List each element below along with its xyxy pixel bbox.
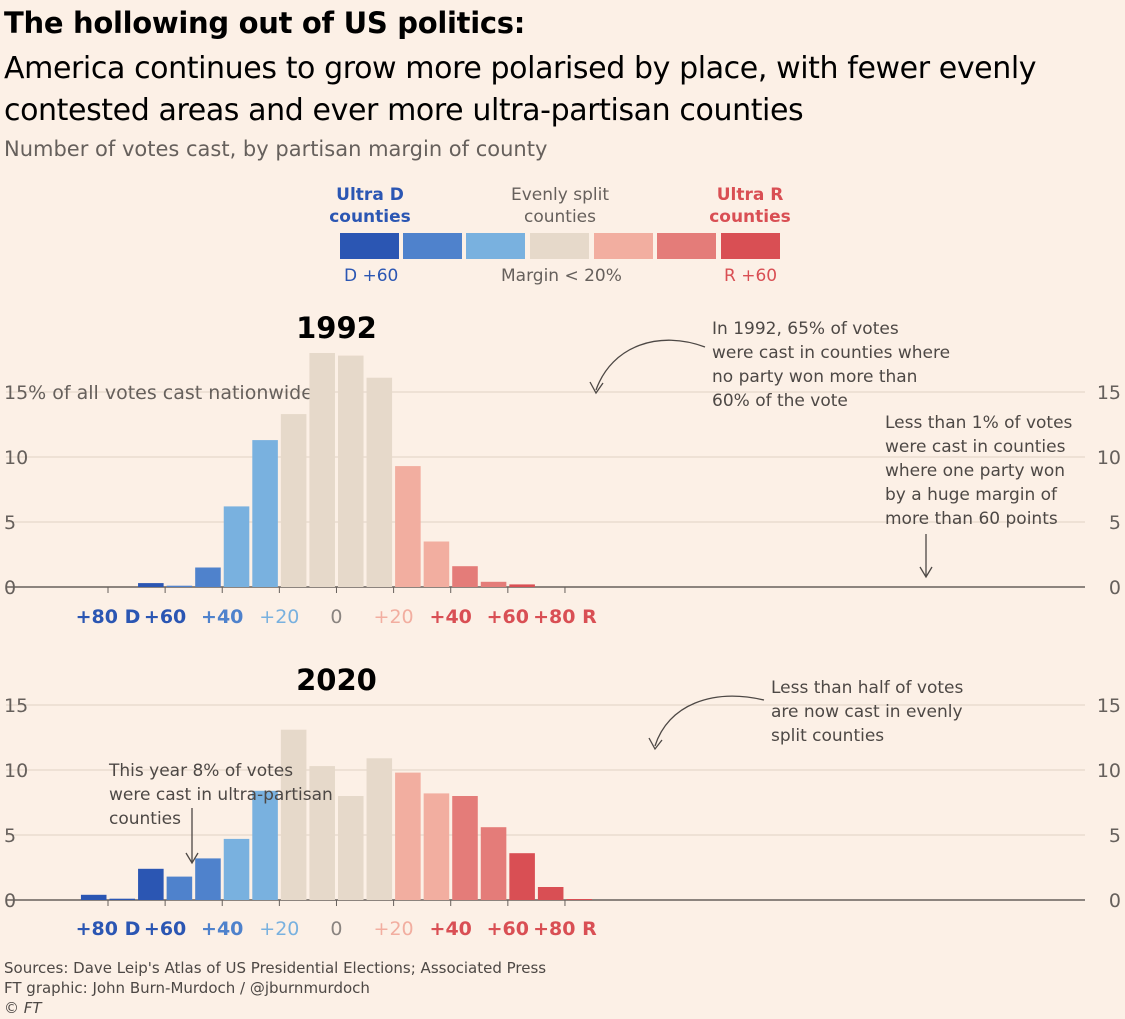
bar	[566, 899, 593, 900]
x-tick-label: +60	[487, 606, 529, 628]
legend-swatch-lean-d	[466, 233, 525, 259]
bar	[395, 772, 421, 900]
bar	[337, 355, 364, 587]
annotation-1992-even: In 1992, 65% of votes were cast in counti…	[712, 319, 950, 411]
y-tick-label-right: 5	[1109, 825, 1121, 847]
x-tick-label: +80 R	[533, 606, 597, 628]
y-tick-label-right: 10	[1097, 760, 1121, 782]
y-tick-label: 10	[4, 760, 28, 782]
x-tick-label: +20	[374, 918, 414, 940]
x-tick-label: +80 D	[76, 918, 141, 940]
y-tick-label-right: 0	[1109, 890, 1121, 912]
annotation-arrow	[654, 695, 765, 747]
panel-title: 1992	[296, 311, 377, 345]
copyright-note: © FT	[4, 999, 42, 1017]
legend-ultra-r-label: Ultra R counties	[709, 185, 791, 227]
chart-subtitle: America continues to grow more polarised…	[4, 51, 1037, 128]
y-tick-label: 15	[4, 695, 28, 717]
sources-note: Sources: Dave Leip's Atlas of US Preside…	[4, 959, 547, 977]
bar	[423, 541, 450, 587]
x-tick-label: +60	[487, 918, 529, 940]
bar	[223, 506, 250, 587]
legend-swatch-lean-r	[594, 233, 653, 259]
x-tick-label: +20	[259, 918, 299, 940]
x-tick-label: 0	[330, 606, 342, 628]
annotation-1992-ultra: Less than 1% of votes were cast in counti…	[885, 413, 1073, 529]
bar	[452, 796, 478, 900]
y-tick-label-right: 15	[1097, 695, 1121, 717]
bar	[509, 584, 535, 587]
annotation-2020-even: Less than half of votes are now cast in e…	[771, 678, 963, 746]
bar	[195, 567, 221, 587]
y-tick-label: 0	[4, 577, 16, 599]
x-tick-label: +40	[201, 606, 243, 628]
y-tick-label: 0	[4, 890, 16, 912]
footer: Sources: Dave Leip's Atlas of US Preside…	[4, 958, 546, 1018]
legend-ultra-d-label: Ultra D counties	[329, 185, 411, 227]
annotation-arrowhead	[919, 566, 933, 579]
y-tick-label: 5	[4, 825, 16, 847]
panel-title: 2020	[296, 663, 377, 697]
bar	[480, 581, 507, 587]
legend-even-label: Evenly split counties	[511, 185, 609, 227]
legend-swatch-even	[530, 233, 589, 259]
annotation-arrowhead	[185, 852, 199, 865]
bar	[337, 796, 364, 900]
x-tick-label: +40	[430, 606, 472, 628]
bar	[309, 766, 335, 900]
x-tick-label: +60	[144, 606, 186, 628]
bar	[366, 377, 393, 587]
x-tick-label: +40	[201, 918, 243, 940]
annotation-arrowhead	[589, 381, 604, 395]
legend-swatch-strong-d	[403, 233, 462, 259]
y-axis-label: 15% of all votes cast nationwide	[4, 382, 313, 404]
bar	[80, 894, 107, 900]
bar	[223, 838, 250, 900]
y-tick-label-right: 0	[1109, 577, 1121, 599]
bar	[252, 790, 278, 900]
x-tick-label: +80 R	[533, 918, 597, 940]
bar	[309, 353, 335, 587]
bar	[109, 898, 136, 900]
legend-margin-label: Margin < 20%	[501, 266, 622, 286]
x-tick-label: +20	[374, 606, 414, 628]
chart-caption: Number of votes cast, by partisan margin…	[4, 137, 548, 161]
bar	[138, 868, 164, 900]
bar	[509, 853, 535, 900]
bar	[166, 585, 193, 587]
x-tick-label: +40	[430, 918, 472, 940]
chart-title: The hollowing out of US politics:	[4, 6, 526, 40]
y-tick-label: 5	[4, 512, 16, 534]
bar	[195, 858, 221, 900]
bar	[395, 466, 421, 587]
bar	[537, 887, 564, 900]
legend-r60-label: R +60	[724, 266, 778, 286]
y-tick-label: 10	[4, 447, 28, 469]
legend-swatch-ultra-d	[340, 233, 399, 259]
legend-d60-label: D +60	[344, 266, 399, 286]
bar	[452, 566, 478, 587]
bar	[423, 793, 450, 900]
x-tick-label: +80 D	[76, 606, 141, 628]
bar	[252, 440, 278, 587]
bar	[280, 729, 307, 900]
y-tick-label-right: 10	[1097, 447, 1121, 469]
bar	[366, 758, 393, 900]
bar	[166, 876, 193, 900]
bar	[480, 827, 507, 900]
x-tick-label: +20	[259, 606, 299, 628]
legend-swatch-strong-r	[657, 233, 716, 259]
bar	[280, 414, 307, 587]
x-tick-label: 0	[330, 918, 342, 940]
credit-note: FT graphic: John Burn-Murdoch / @jburnmu…	[4, 979, 370, 997]
annotation-2020-ultra: This year 8% of votes were cast in ultra-…	[108, 761, 333, 829]
x-tick-label: +60	[144, 918, 186, 940]
bar	[138, 583, 164, 587]
annotation-arrow	[595, 339, 706, 391]
annotation-arrowhead	[648, 737, 663, 751]
y-tick-label-right: 15	[1097, 382, 1121, 404]
legend-swatch-ultra-r	[721, 233, 780, 259]
y-tick-label-right: 5	[1109, 512, 1121, 534]
